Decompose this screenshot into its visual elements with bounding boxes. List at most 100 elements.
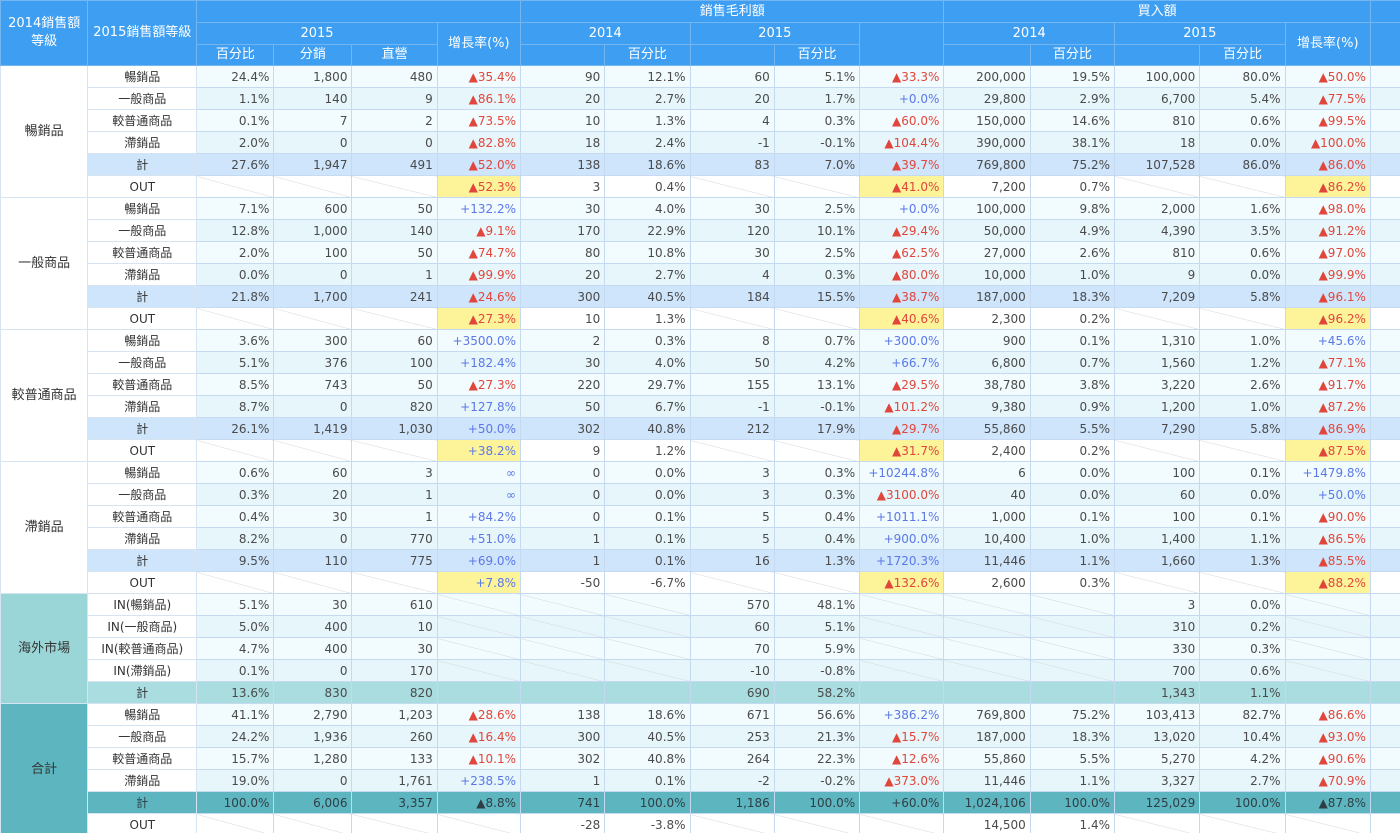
cell: 810 xyxy=(1113,109,1201,132)
cell xyxy=(773,439,861,462)
cell xyxy=(1284,615,1371,638)
cell xyxy=(689,307,775,330)
cell: 0.7% xyxy=(773,329,861,352)
cell: 4 xyxy=(689,263,775,286)
cell: ▲93.0% xyxy=(1284,725,1371,748)
col-header-purchase-2014-value[interactable] xyxy=(943,44,1031,66)
cell xyxy=(1199,439,1286,462)
col-header-sales-growth[interactable]: 增長率(%) xyxy=(436,22,521,66)
cell xyxy=(689,571,775,594)
cell: 1.2% xyxy=(1199,351,1286,374)
col-header-sales-direct[interactable]: 直營 xyxy=(351,44,438,66)
cell: ▲74.7% xyxy=(436,241,521,264)
cell: 2.9% xyxy=(1029,87,1116,110)
cell: 103,413 xyxy=(1113,703,1201,726)
col-header-sales-pct[interactable]: 百分比 xyxy=(196,44,275,66)
cell xyxy=(351,571,438,594)
col-header-gross-2015-pct[interactable]: 百分比 xyxy=(773,44,861,66)
cell: ▲9.1% xyxy=(436,219,521,242)
cell: 90 xyxy=(519,65,606,88)
cell: +0.0% xyxy=(859,87,945,110)
cell: 5.8% xyxy=(1199,417,1286,440)
cell: 0.2% xyxy=(1029,307,1116,330)
cell xyxy=(1369,461,1400,484)
cell: 19.5% xyxy=(1029,65,1116,88)
cell: 0 xyxy=(273,263,353,286)
cell: ▲99.9% xyxy=(1284,263,1371,286)
row-label: IN(較普通商品) xyxy=(87,637,198,660)
cell: 30 xyxy=(689,241,775,264)
cell: 4,390 xyxy=(1113,219,1201,242)
cell xyxy=(1369,483,1400,506)
cell: 1 xyxy=(1369,109,1400,132)
cell: 80.0% xyxy=(1199,65,1286,88)
col-header-purchase-2015-value[interactable] xyxy=(1113,44,1201,66)
cell: 1,000 xyxy=(943,505,1031,528)
cell xyxy=(1369,197,1400,220)
cell: 38,780 xyxy=(943,373,1031,396)
cell: 1,936 xyxy=(273,725,353,748)
col-header-gross-2015-value[interactable] xyxy=(689,44,775,66)
cell: 300 xyxy=(519,285,606,308)
col-header-sales-2015: 2015 xyxy=(196,22,438,45)
cell: 3 xyxy=(1369,241,1400,264)
cell: 2.7% xyxy=(1199,769,1286,792)
cell: 9,380 xyxy=(943,395,1031,418)
cell: 491 xyxy=(351,153,438,176)
cell: 15.7% xyxy=(196,747,275,770)
cell: ▲104.4% xyxy=(859,131,945,154)
col-header-purchase-2015-pct[interactable]: 百分比 xyxy=(1199,44,1286,66)
col-header-purchase-growth[interactable]: 增長率(%) xyxy=(1284,22,1371,66)
cell: -0.2% xyxy=(773,769,861,792)
table-row: 滯銷品 8.2% 0 770 +51.0% 1 0.1% 5 0.4% +900.0% 10,400… xyxy=(1,527,1400,550)
cell xyxy=(1113,571,1201,594)
cell: -50 xyxy=(519,571,606,594)
cell: ▲100.0% xyxy=(1284,131,1371,154)
row-label: OUT xyxy=(87,175,198,198)
cell: -0.8% xyxy=(773,659,861,682)
cell xyxy=(604,615,691,638)
cell: 1.3% xyxy=(773,549,861,572)
cell: 56.6% xyxy=(773,703,861,726)
cell: 1,800 xyxy=(273,65,353,88)
cell: 155 xyxy=(689,373,775,396)
table-row: 滯銷品 0.0% 0 1 ▲99.9% 20 2.7% 4 0.3% ▲80.0% 10,000 1.… xyxy=(1,263,1400,286)
cell: 5 xyxy=(1369,65,1400,88)
cell xyxy=(1284,659,1371,682)
col-header-gross-growth[interactable] xyxy=(859,22,945,66)
cell: +238.5% xyxy=(436,769,521,792)
col-header-sales-branch[interactable]: 分銷 xyxy=(273,44,353,66)
cell: 1.1% xyxy=(196,87,275,110)
cell: 330 xyxy=(1113,637,1201,660)
cell xyxy=(436,593,521,616)
row-label: IN(暢銷品) xyxy=(87,593,198,616)
cell xyxy=(1284,681,1371,704)
cell: 2.0% xyxy=(196,241,275,264)
cell xyxy=(1369,263,1400,286)
row-label: IN(一般商品) xyxy=(87,615,198,638)
cell: 5 xyxy=(689,505,775,528)
cell: +0.0% xyxy=(859,197,945,220)
cell xyxy=(273,175,353,198)
cell: 1.4% xyxy=(1029,813,1116,833)
cell: 4.9% xyxy=(1029,219,1116,242)
col-header-2015-level[interactable]: 2015銷售額等級 xyxy=(87,0,198,66)
table-row: 一般商品 5.1% 376 100 +182.4% 30 4.0% 50 4.2% +66.7% 6… xyxy=(1,351,1400,374)
col-header-gross-2014-pct[interactable]: 百分比 xyxy=(604,44,691,66)
cell: 29,800 xyxy=(943,87,1031,110)
cell: 0.3% xyxy=(1029,571,1116,594)
col-header-gross-2014-value[interactable] xyxy=(519,44,606,66)
cell: 8 xyxy=(689,329,775,352)
cell: 1.3% xyxy=(604,307,691,330)
col-header-purchase-2014-pct[interactable]: 百分比 xyxy=(1029,44,1116,66)
cell: 0 xyxy=(273,395,353,418)
cell: 2.6% xyxy=(1029,241,1116,264)
col-header-2014-level[interactable]: 2014銷售額等級 xyxy=(0,0,89,66)
cell: 100.0% xyxy=(773,791,861,814)
cell: ▲33.3% xyxy=(859,65,945,88)
cell xyxy=(436,681,521,704)
cell: 140 xyxy=(273,87,353,110)
cell: ▲86.0% xyxy=(1284,153,1371,176)
cell: ▲38.7% xyxy=(859,285,945,308)
